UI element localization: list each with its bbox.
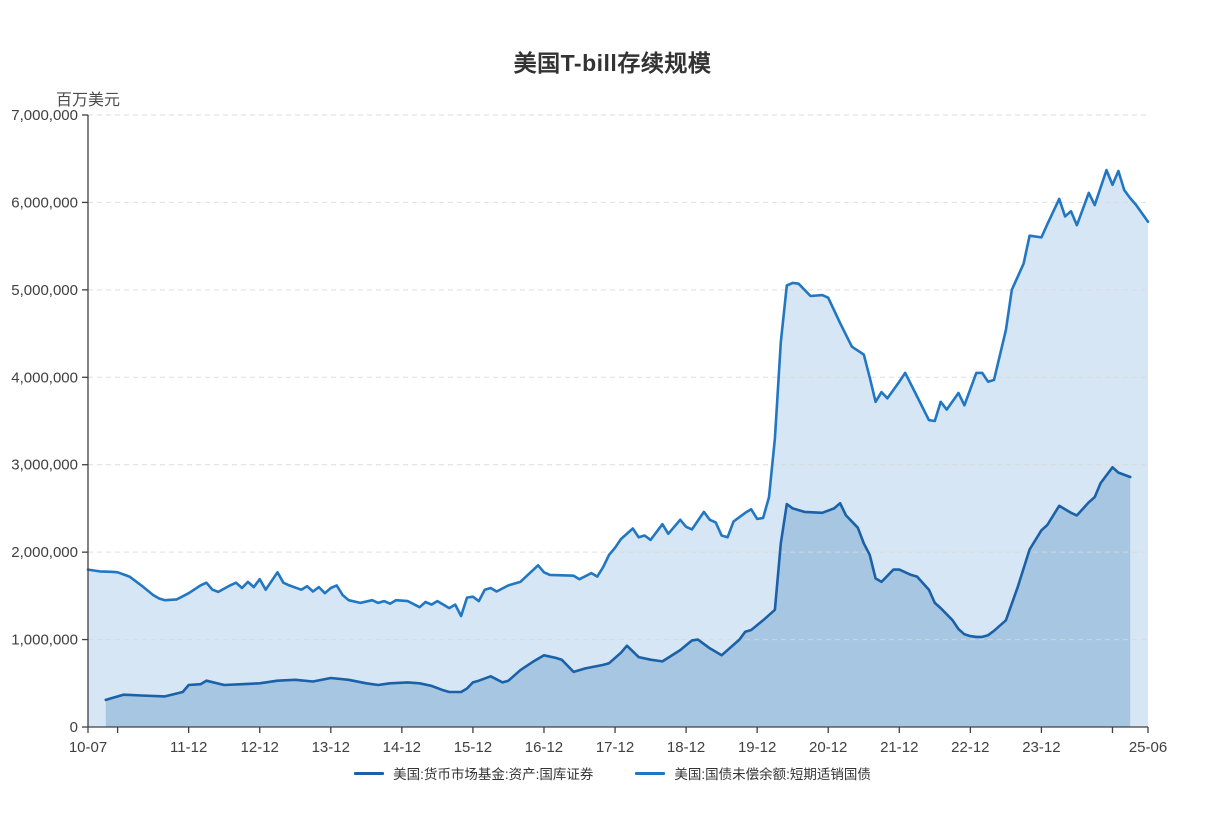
legend-line-swatch-light-blue <box>635 771 666 775</box>
line-mmf-treasury <box>104 466 1132 702</box>
x-tick-label: 11-12 <box>170 739 207 756</box>
y-axis-unit-label: 百万美元 <box>56 92 121 109</box>
x-tick-label: 15-12 <box>454 739 492 756</box>
x-tick-label: 10-07 <box>69 739 107 756</box>
area-mmf-treasury <box>105 467 1131 727</box>
x-tick-label: 14-12 <box>383 739 421 756</box>
legend-label: 美国:货币市场基金:资产:国库证券 <box>393 767 594 782</box>
y-tick-label: 5,000,000 <box>11 282 78 299</box>
y-tick-label: 4,000,000 <box>11 369 78 386</box>
x-tick-label: 20-12 <box>809 739 847 756</box>
line-tbill-outstanding <box>86 168 1150 618</box>
y-tick-label: 1,000,000 <box>11 632 78 649</box>
legend: 美国:货币市场基金:资产:国库证券 美国:国债未偿余额:短期适销国债 <box>0 763 1225 783</box>
x-tick-label: 13-12 <box>312 739 350 756</box>
x-tick-label: 17-12 <box>596 739 634 756</box>
y-tick-label: 0 <box>70 719 78 736</box>
legend-line-swatch-dark-blue <box>354 771 385 775</box>
x-tick-label: 19-12 <box>738 739 776 756</box>
legend-item-mmf-treasury: 美国:货币市场基金:资产:国库证券 <box>354 763 593 783</box>
y-tick-label: 3,000,000 <box>11 457 78 474</box>
legend-label: 美国:国债未偿余额:短期适销国债 <box>674 767 871 782</box>
x-tick-label: 25-06 <box>1129 739 1167 756</box>
x-tick-label: 21-12 <box>880 739 918 756</box>
legend-item-tbill-outstanding: 美国:国债未偿余额:短期适销国债 <box>635 763 871 783</box>
y-tick-label: 7,000,000 <box>11 107 78 124</box>
y-tick-label: 2,000,000 <box>11 544 78 561</box>
x-tick-label: 16-12 <box>525 739 563 756</box>
x-tick-label: 12-12 <box>241 739 279 756</box>
chart-title: 美国T-bill存续规模 <box>513 50 712 76</box>
y-tick-label: 6,000,000 <box>11 194 78 211</box>
x-tick-label: 23-12 <box>1022 739 1060 756</box>
x-tick-label: 18-12 <box>667 739 705 756</box>
x-tick-label: 22-12 <box>951 739 989 756</box>
